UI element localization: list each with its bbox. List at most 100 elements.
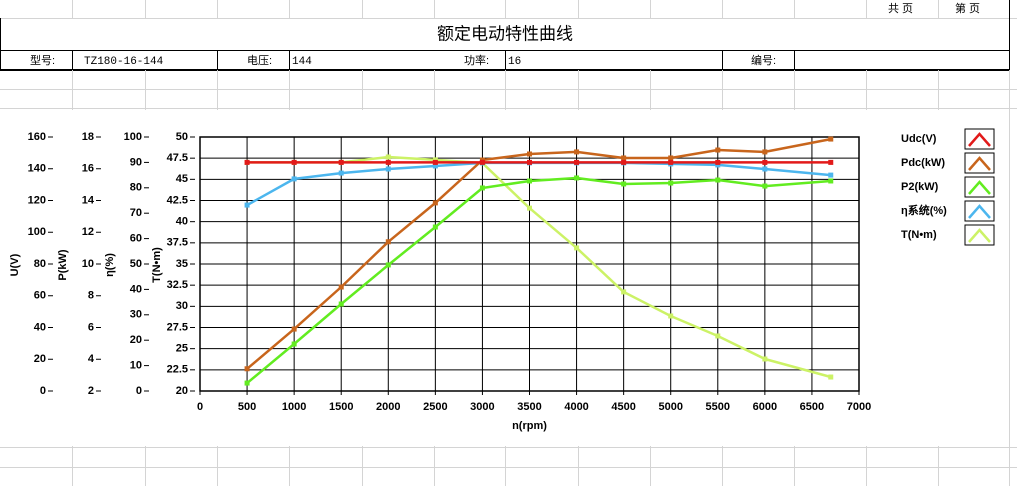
power-label: 功率: — [464, 53, 489, 67]
y-tick-label: 80 — [130, 182, 142, 194]
y-tick-label: 10 — [130, 360, 142, 372]
y-tick-label: 27.5 — [167, 321, 188, 333]
model: TZ180-16-144 — [84, 56, 164, 68]
x-tick-label: 7000 — [847, 401, 871, 413]
marker — [244, 366, 250, 372]
marker — [621, 159, 627, 165]
marker — [621, 181, 627, 187]
y-tick-label: 35 — [176, 258, 188, 270]
marker — [715, 162, 721, 168]
legend-swatch — [968, 204, 991, 219]
x-tick-label: 3500 — [517, 401, 541, 413]
y-tick-label: 40 — [34, 321, 46, 333]
y-tick-label: 60 — [130, 233, 142, 245]
marker — [762, 356, 768, 362]
marker — [385, 166, 391, 172]
marker — [291, 341, 297, 347]
x-tick-label: 4500 — [611, 401, 635, 413]
marker — [828, 136, 834, 142]
x-tick-label: 2000 — [376, 401, 400, 413]
chart-background — [0, 110, 1009, 446]
y-axis-label: U(V) — [9, 253, 21, 276]
y-tick-label: 32.5 — [167, 279, 188, 291]
y-axis-label: P(kW) — [57, 249, 69, 281]
y-tick-label: 20 — [34, 353, 46, 365]
y-tick-label: 100 — [28, 226, 46, 238]
legend-label: η系统(%) — [901, 203, 947, 217]
marker — [432, 157, 438, 163]
y-tick-label: 42.5 — [167, 194, 188, 206]
chart: 0 500 1000 1500 2000 2500 3000 3500 4000 4500 5000… — [9, 128, 995, 432]
x-tick-label: 5500 — [706, 401, 730, 413]
marker — [668, 313, 674, 319]
y-tick-label: 50 — [130, 258, 142, 270]
marker — [385, 159, 391, 165]
legend-label: T(N•m) — [901, 229, 937, 241]
legend-swatch — [968, 228, 991, 243]
marker — [291, 159, 297, 165]
marker — [338, 284, 344, 290]
marker — [621, 155, 627, 161]
y-tick-label: 0 — [40, 385, 46, 397]
x-tick-label: 5000 — [658, 401, 682, 413]
marker — [762, 159, 768, 165]
marker — [762, 149, 768, 155]
marker — [668, 155, 674, 161]
marker — [762, 166, 768, 172]
y-tick-label: 18 — [82, 131, 94, 143]
marker — [828, 159, 834, 165]
y-tick-label: 47.5 — [167, 152, 188, 164]
x-tick-label: 6000 — [753, 401, 777, 413]
y-tick-label: 40 — [176, 216, 188, 228]
y-tick-label: 30 — [176, 300, 188, 312]
model-label: 型号: — [30, 53, 55, 67]
marker — [668, 180, 674, 186]
marker — [432, 163, 438, 169]
marker — [527, 205, 532, 211]
y-tick-label: 22.5 — [167, 364, 188, 376]
marker — [828, 178, 834, 184]
total-pages: 共 页 — [888, 2, 913, 15]
x-tick-label: 4000 — [564, 401, 588, 413]
y-tick-label: 40 — [130, 283, 142, 295]
x-tick-label: 500 — [238, 401, 256, 413]
y-tick-label: 120 — [28, 194, 46, 206]
marker — [715, 333, 721, 339]
legend-label: P2(kW) — [901, 181, 939, 193]
marker — [527, 151, 532, 157]
marker — [574, 175, 580, 181]
marker — [291, 176, 297, 182]
marker — [338, 301, 344, 307]
marker — [291, 326, 297, 332]
marker — [479, 159, 485, 165]
marker — [574, 149, 580, 155]
marker — [668, 159, 674, 165]
marker — [338, 159, 344, 165]
marker — [385, 262, 391, 268]
marker — [244, 202, 250, 208]
y-axis-label: η(%) — [104, 253, 116, 277]
y-tick-label: 90 — [130, 156, 142, 168]
y-tick-label: 12 — [82, 226, 94, 238]
legend-swatch — [968, 132, 991, 147]
y-tick-label: 20 — [176, 385, 188, 397]
x-tick-label: 0 — [197, 401, 203, 413]
y-tick-label: 20 — [130, 334, 142, 346]
marker — [527, 178, 532, 184]
marker — [828, 374, 834, 380]
marker — [762, 183, 768, 189]
x-tick-label: 6500 — [800, 401, 824, 413]
x-tick-label: 1000 — [282, 401, 306, 413]
chart-title: 额定电动特性曲线 — [437, 24, 573, 43]
y-tick-label: 0 — [136, 385, 142, 397]
serial-label: 编号: — [751, 53, 776, 67]
x-axis-label: n(rpm) — [512, 420, 547, 432]
legend-swatch — [968, 156, 991, 171]
marker — [574, 159, 580, 165]
x-tick-label: 1500 — [329, 401, 353, 413]
y-tick-label: 70 — [130, 207, 142, 219]
y-tick-label: 45 — [176, 173, 188, 185]
legend-swatch — [968, 180, 991, 195]
